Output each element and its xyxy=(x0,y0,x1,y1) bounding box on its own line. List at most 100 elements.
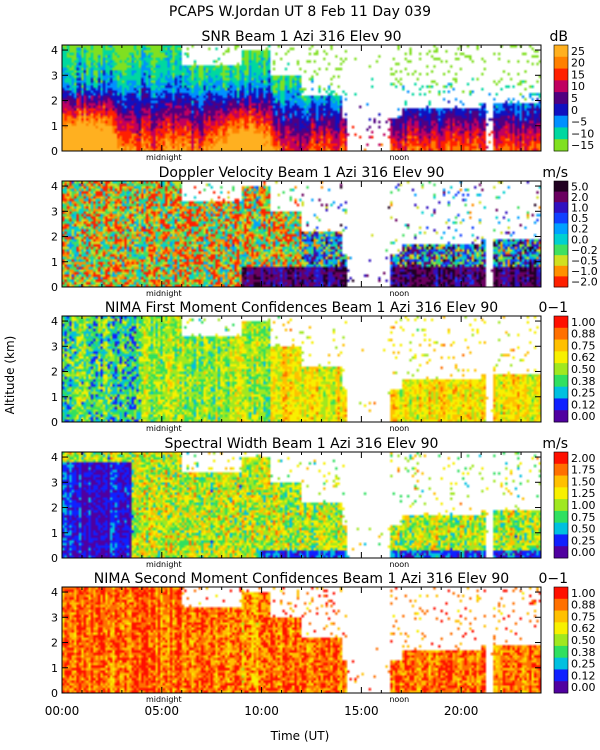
noon-marker-1: noon xyxy=(389,153,409,162)
x-tick-label-0: 00:00 xyxy=(45,704,80,718)
colorbar-swatch-1-6 xyxy=(554,115,568,128)
colorbar-frame-2 xyxy=(553,180,569,288)
midnight-marker-1: midnight xyxy=(146,153,182,162)
colorbar-unit-4: m/s xyxy=(542,436,568,452)
colorbar-label-1-6: −5 xyxy=(571,116,587,129)
colorbar-frame-3 xyxy=(553,315,569,423)
colorbar-label-2-4: 0.2 xyxy=(571,223,589,236)
colorbar-swatch-1-2 xyxy=(554,68,568,81)
noon-marker-2: noon xyxy=(389,289,409,298)
colorbar-unit-1: dB xyxy=(550,29,569,45)
colorbar-frame-4 xyxy=(553,451,569,559)
y-tick-label-5-4: 4 xyxy=(51,586,58,599)
colorbar-swatch-5-7 xyxy=(554,669,568,682)
colorbar-swatch-1-1 xyxy=(554,56,568,69)
colorbar-label-4-3: 1.25 xyxy=(571,487,596,500)
colorbar-swatch-1-7 xyxy=(554,127,568,140)
midnight-marker-3: midnight xyxy=(146,424,182,433)
colorbar-label-5-4: 0.50 xyxy=(571,634,596,647)
colorbar-swatch-4-2 xyxy=(554,475,568,488)
panel-title-3: NIMA First Moment Confidences Beam 1 Azi… xyxy=(105,300,498,316)
colorbar-label-5-1: 0.88 xyxy=(571,599,596,612)
colorbar-label-2-1: 2.0 xyxy=(571,191,589,204)
noon-marker-5: noon xyxy=(389,695,409,704)
colorbar-label-5-7: 0.12 xyxy=(571,669,596,682)
y-tick-label-2-4: 4 xyxy=(51,180,58,193)
colorbar-label-4-1: 1.75 xyxy=(571,464,596,477)
colorbar-swatch-2-9 xyxy=(554,276,568,288)
heatmap-panel-4 xyxy=(62,452,541,558)
colorbar-label-4-6: 0.50 xyxy=(571,523,596,536)
colorbar-swatch-3-3 xyxy=(554,351,568,364)
colorbar-swatch-4-3 xyxy=(554,487,568,500)
panel-5: NIMA Second Moment Confidences Beam 1 Az… xyxy=(45,571,596,718)
colorbar-swatch-2-5 xyxy=(554,234,568,245)
colorbar-label-2-8: −1.0 xyxy=(571,265,598,278)
panel-title-5: NIMA Second Moment Confidences Beam 1 Az… xyxy=(94,571,509,587)
colorbar-swatch-2-6 xyxy=(554,244,568,256)
noon-marker-4: noon xyxy=(389,560,409,569)
colorbar-label-1-0: 25 xyxy=(571,45,585,58)
colorbar-label-1-3: 10 xyxy=(571,80,585,93)
colorbar-label-4-0: 2.00 xyxy=(571,452,596,465)
colorbar-swatch-3-1 xyxy=(554,327,568,340)
colorbar-swatch-3-4 xyxy=(554,363,568,376)
colorbar-swatch-3-5 xyxy=(554,374,568,388)
colorbar-label-1-1: 20 xyxy=(571,57,585,70)
colorbar-label-1-2: 15 xyxy=(571,68,585,81)
colorbar-swatch-5-8 xyxy=(554,681,568,694)
colorbar-label-1-8: −15 xyxy=(571,139,594,152)
panel-3: NIMA First Moment Confidences Beam 1 Azi… xyxy=(51,300,596,433)
colorbar-label-4-7: 0.25 xyxy=(571,534,596,547)
colorbar-swatch-1-3 xyxy=(554,80,568,93)
midnight-marker-5: midnight xyxy=(146,695,182,704)
x-tick-label-2: 10:00 xyxy=(244,704,279,718)
colorbar-swatch-4-6 xyxy=(554,522,568,535)
colorbar-label-3-6: 0.25 xyxy=(571,387,596,400)
y-tick-label-2-0: 0 xyxy=(51,281,58,294)
colorbar-swatch-5-0 xyxy=(554,587,568,600)
colorbar-swatch-2-8 xyxy=(554,265,568,277)
colorbar-swatch-1-5 xyxy=(554,103,568,117)
colorbar-label-2-7: −0.5 xyxy=(571,255,598,268)
colorbar-label-5-0: 1.00 xyxy=(571,587,596,600)
colorbar-swatch-4-5 xyxy=(554,510,568,524)
colorbar-label-3-2: 0.75 xyxy=(571,339,596,352)
colorbar-swatch-1-4 xyxy=(554,92,568,105)
y-tick-label-1-2: 2 xyxy=(51,95,58,108)
heatmap-panel-2 xyxy=(62,181,541,287)
colorbar-swatch-2-0 xyxy=(554,181,568,192)
colorbar-label-3-0: 1.00 xyxy=(571,316,596,329)
y-tick-label-1-3: 3 xyxy=(51,69,58,82)
midnight-marker-2: midnight xyxy=(146,289,182,298)
y-tick-label-4-0: 0 xyxy=(51,552,58,565)
y-tick-label-3-2: 2 xyxy=(51,366,58,379)
colorbar-label-3-4: 0.50 xyxy=(571,363,596,376)
colorbar-swatch-5-3 xyxy=(554,622,568,635)
colorbar-label-2-2: 1.0 xyxy=(571,202,589,215)
y-tick-label-1-1: 1 xyxy=(51,120,58,133)
colorbar-label-1-5: 0 xyxy=(571,104,578,117)
colorbar-unit-5: 0−1 xyxy=(538,571,568,587)
y-tick-label-4-1: 1 xyxy=(51,527,58,540)
colorbar-label-4-8: 0.00 xyxy=(571,546,596,559)
colorbar-label-2-0: 5.0 xyxy=(571,180,589,193)
colorbar-label-2-3: 0.5 xyxy=(571,212,589,225)
y-tick-label-2-1: 1 xyxy=(51,256,58,269)
y-tick-label-5-1: 1 xyxy=(51,662,58,675)
panel-title-4: Spectral Width Beam 1 Azi 316 Elev 90 xyxy=(165,436,439,452)
colorbar-label-2-9: −2.0 xyxy=(571,276,598,289)
colorbar-swatch-4-8 xyxy=(554,546,568,559)
colorbar-label-5-2: 0.75 xyxy=(571,610,596,623)
panel-2: Doppler Velocity Beam 1 Azi 316 Elev 90 m… xyxy=(51,165,598,298)
colorbar-swatch-3-0 xyxy=(554,316,568,329)
heatmap-panel-1 xyxy=(62,45,541,151)
y-tick-label-2-2: 2 xyxy=(51,231,58,244)
y-axis-label: Altitude (km) xyxy=(3,336,17,415)
colorbar-swatch-2-2 xyxy=(554,202,568,214)
x-tick-label-1: 05:00 xyxy=(144,704,179,718)
x-tick-label-4: 20:00 xyxy=(444,704,479,718)
colorbar-swatch-3-7 xyxy=(554,398,568,411)
panel-4: Spectral Width Beam 1 Azi 316 Elev 90 m/s… xyxy=(51,436,596,569)
colorbar-frame-5 xyxy=(553,586,569,694)
